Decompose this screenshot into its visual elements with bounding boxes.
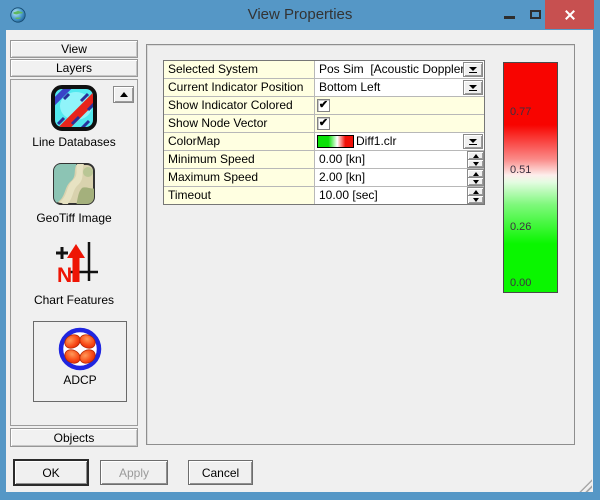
selected-system-dropdown[interactable]: Pos Sim [Acoustic Doppler <box>315 61 484 78</box>
minimum-speed-stepper <box>467 151 484 168</box>
colormap-value: Diff1.clr <box>356 134 397 148</box>
timeout-field[interactable]: 10.00 [sec] <box>315 187 484 204</box>
maximum-speed-stepper <box>467 169 484 186</box>
chevron-down-icon <box>469 138 477 143</box>
close-button[interactable] <box>545 0 594 29</box>
layer-item-line-databases[interactable]: Line Databases <box>32 135 116 149</box>
tab-view-label: View <box>61 42 87 56</box>
spin-down-button[interactable] <box>467 160 484 168</box>
arrow-down-icon <box>472 161 479 166</box>
maximize-button[interactable] <box>523 0 547 29</box>
tab-layers[interactable]: Layers <box>10 59 138 77</box>
minimize-icon <box>503 16 515 19</box>
indicator-position-value: Bottom Left <box>319 80 381 94</box>
tab-objects[interactable]: Objects <box>10 428 138 447</box>
property-row: Show Node Vector ✔ <box>164 115 484 133</box>
chart-features-icon[interactable]: N <box>50 241 98 289</box>
ok-button-label: OK <box>42 465 60 480</box>
dropdown-underline <box>469 71 477 73</box>
cancel-button-label: Cancel <box>201 465 240 480</box>
maximize-icon <box>529 10 541 19</box>
arrow-down-icon <box>472 197 479 202</box>
arrow-up-icon <box>472 153 479 158</box>
spin-up-button[interactable] <box>467 169 484 178</box>
dropdown-arrow-button[interactable] <box>463 62 483 77</box>
colorbar-tick: 0.51 <box>510 163 532 176</box>
minimum-speed-value: 0.00 [kn] <box>319 152 366 166</box>
tab-layers-label: Layers <box>55 61 93 75</box>
maximum-speed-value: 2.00 [kn] <box>319 170 366 184</box>
dropdown-arrow-button[interactable] <box>463 134 483 149</box>
property-label: Current Indicator Position <box>164 79 315 96</box>
tab-objects-label: Objects <box>53 430 95 445</box>
adcp-icon[interactable] <box>57 326 103 372</box>
geotiff-image-icon[interactable] <box>52 162 96 206</box>
spin-up-button[interactable] <box>467 187 484 196</box>
property-row: Current Indicator Position Bottom Left <box>164 79 484 97</box>
layer-item-adcp-label: ADCP <box>63 373 97 387</box>
dropdown-underline <box>469 143 477 145</box>
apply-button-label: Apply <box>118 465 150 480</box>
colormap-dropdown[interactable]: Diff1.clr <box>315 133 484 150</box>
property-row: Timeout 10.00 [sec] <box>164 187 484 204</box>
indicator-position-dropdown[interactable]: Bottom Left <box>315 79 484 96</box>
property-label: Show Indicator Colored <box>164 97 315 114</box>
property-label: Timeout <box>164 187 315 204</box>
arrow-down-icon <box>472 179 479 184</box>
show-indicator-colored-checkbox[interactable]: ✔ <box>317 99 330 112</box>
dropdown-underline <box>469 89 477 91</box>
speed-colorbar: 0.77 0.51 0.26 0.00 <box>503 62 558 293</box>
property-row: ColorMap Diff1.clr <box>164 133 484 151</box>
dropdown-arrow-button[interactable] <box>463 80 483 95</box>
chevron-down-icon <box>469 66 477 71</box>
selected-system-value: Pos Sim [Acoustic Doppler <box>319 62 463 76</box>
svg-text:N: N <box>57 264 72 287</box>
arrow-up-icon <box>472 189 479 194</box>
maximum-speed-field[interactable]: 2.00 [kn] <box>315 169 484 186</box>
close-icon <box>563 8 577 22</box>
property-label: Selected System <box>164 61 315 78</box>
property-row: Show Indicator Colored ✔ <box>164 97 484 115</box>
spin-down-button[interactable] <box>467 196 484 204</box>
property-label: Minimum Speed <box>164 151 315 168</box>
layer-item-geotiff-image[interactable]: GeoTiff Image <box>36 211 112 225</box>
property-label: Show Node Vector <box>164 115 315 132</box>
timeout-stepper <box>467 187 484 204</box>
layer-item-adcp-selected[interactable] <box>33 321 127 402</box>
ok-button[interactable]: OK <box>14 460 88 485</box>
property-row: Selected System Pos Sim [Acoustic Dopple… <box>164 61 484 79</box>
colormap-gradient-swatch <box>317 135 354 148</box>
chevron-down-icon <box>469 84 477 89</box>
colorbar-tick: 0.26 <box>510 220 532 233</box>
apply-button[interactable]: Apply <box>100 460 168 485</box>
show-node-vector-checkbox[interactable]: ✔ <box>317 117 330 130</box>
property-grid: Selected System Pos Sim [Acoustic Dopple… <box>163 60 485 205</box>
line-databases-icon[interactable] <box>50 84 98 132</box>
cancel-button[interactable]: Cancel <box>188 460 253 485</box>
spin-down-button[interactable] <box>467 178 484 186</box>
title-bar[interactable]: View Properties <box>0 0 600 30</box>
property-row: Maximum Speed 2.00 [kn] <box>164 169 484 187</box>
globe-icon <box>10 7 26 23</box>
layer-item-chart-features[interactable]: Chart Features <box>33 293 115 307</box>
show-node-vector-cell: ✔ <box>315 115 484 132</box>
scroll-up-button[interactable] <box>113 86 134 103</box>
tab-view[interactable]: View <box>10 40 138 58</box>
minimize-button[interactable] <box>495 0 523 29</box>
property-label: Maximum Speed <box>164 169 315 186</box>
colorbar-tick: 0.00 <box>510 277 532 290</box>
colorbar-tick: 0.77 <box>510 106 532 119</box>
window-title: View Properties <box>247 6 353 23</box>
property-label: ColorMap <box>164 133 315 150</box>
show-indicator-colored-cell: ✔ <box>315 97 484 114</box>
spin-up-button[interactable] <box>467 151 484 160</box>
timeout-value: 10.00 [sec] <box>319 188 378 202</box>
arrow-up-icon <box>119 92 128 97</box>
property-row: Minimum Speed 0.00 [kn] <box>164 151 484 169</box>
minimum-speed-field[interactable]: 0.00 [kn] <box>315 151 484 168</box>
arrow-up-icon <box>472 171 479 176</box>
